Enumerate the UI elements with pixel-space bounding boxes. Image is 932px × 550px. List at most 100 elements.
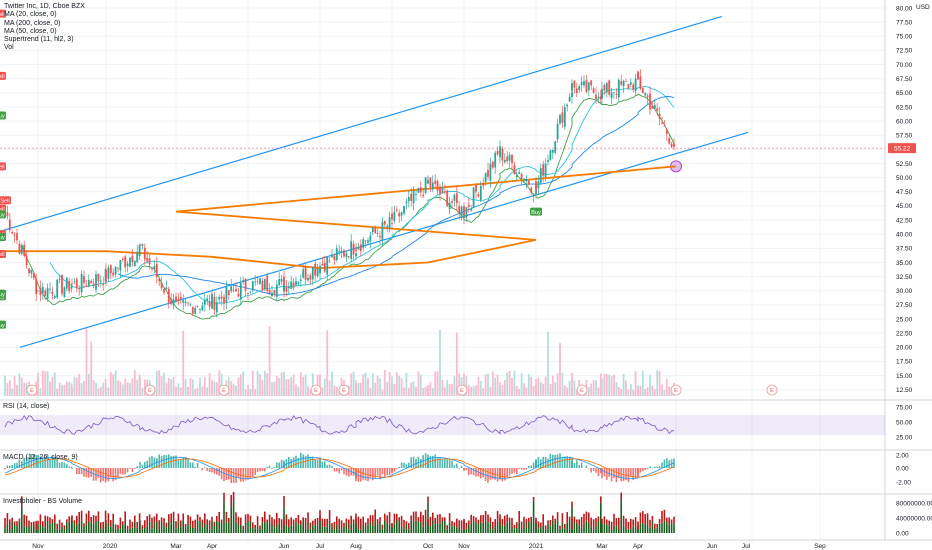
bs-sell-bar [585,511,588,521]
candle-body [463,217,465,218]
bs-buy-bar [114,528,117,533]
price-tick-label: 32.50 [896,274,913,281]
candles [4,69,675,318]
date-tick-label: Oct [423,543,433,550]
volume-bar [520,373,523,396]
bs-sell-bar [104,510,107,521]
date-tick-label: Mar [170,543,182,550]
macd-histogram-bar [300,452,302,468]
bs-buy-bar [637,529,639,533]
volume-bar [227,377,230,396]
candle-body [39,288,42,296]
macd-histogram-bar [516,468,518,475]
bs-sell-bar [588,512,590,523]
bs-buy-bar [30,526,33,533]
earnings-marker: E [576,384,588,396]
legend-title[interactable]: Twitter Inc, 1D, Cboe BZX [4,3,85,10]
earnings-circle [766,384,778,396]
bs-sell-bar [110,520,112,527]
macd-histogram-bar [601,468,603,479]
price-tick-label: 30.00 [896,288,913,295]
bs-buy-bar [544,529,547,533]
bs-buy-bar [554,523,556,533]
bs-buy-bar [348,529,350,533]
macd-histogram-bar [80,468,83,475]
rsi-title[interactable]: RSI (14, close) [3,403,50,410]
bs-buy-bar [100,528,102,533]
bs-buy-bar [475,522,477,533]
bs-buy-bar [42,527,44,533]
bs-buy-bar [4,528,6,533]
bs-buy-bar [237,524,240,533]
legend-ma50[interactable]: MA (50, close, 0) [4,27,57,35]
bs-volume-title[interactable]: Investoholer - BS Volume [3,498,82,505]
bs-buy-bar [35,529,37,533]
candle-body [573,80,576,88]
bs-sell-bar [153,516,156,524]
macd-histogram-bar [42,458,44,468]
bs-buy-bar [451,526,453,533]
bs-buy-bar [319,520,321,533]
legend-vol[interactable]: Vol [4,44,14,52]
volume-bar [622,373,625,396]
bs-buy-bar [187,523,189,533]
bs-buy-bar [340,528,343,533]
volume-bar [23,382,26,396]
volume-bar [335,386,338,396]
macd-histogram-bar [549,453,552,468]
macd-histogram-bar [420,458,422,468]
volume-bar [625,380,627,396]
volume-bar [617,387,620,396]
buy-signal: Buy [0,233,6,241]
macd-histogram-bar [564,456,566,468]
candle-body [102,283,105,285]
legend-supertrend[interactable]: Supertrend (11, hl2, 3) [4,36,74,44]
candle-body [590,80,593,86]
macd-title[interactable]: MACD (12, 26, close, 9) [3,454,78,461]
bs-sell-bar [372,515,374,526]
macd-histogram-bar [642,468,644,472]
volume-bar [458,373,461,396]
bs-buy-bar [13,524,16,533]
bs-volume-pane [4,492,675,533]
bs-sell-bar [44,515,46,528]
macd-histogram-bar [658,466,661,468]
macd-histogram-bar [218,468,220,476]
volume-bar [247,384,249,396]
bs-buy-bar [606,524,608,533]
candle-body [429,177,432,188]
volume-bar [18,373,21,396]
bs-sell-bar [242,525,244,530]
bs-sell-bar [400,515,403,527]
legend-ma200[interactable]: MA (200, close, 0) [4,19,61,27]
bs-buy-bar [201,527,204,533]
candle-body [424,177,427,194]
candle-body [177,298,180,300]
macd-histogram-bar [206,468,208,471]
bs-sell-bar [326,518,328,527]
macd-histogram-bar [182,457,184,468]
volume-bar [575,389,578,396]
bs-buy-bar [369,521,372,533]
volume-bar [439,329,441,396]
bs-sell-bar [124,511,126,524]
bs-buy-bar [44,527,46,533]
price-tick-label: 57.50 [896,133,913,140]
macd-histogram-bar [312,456,314,468]
macd-histogram-bar [552,454,554,468]
macd-histogram-bar [314,459,316,468]
bs-buy-bar [268,522,271,533]
moving-averages [5,86,677,304]
volume-bar [554,382,557,396]
bs-sell-bar [136,522,138,528]
bs-buy-bar [578,525,580,533]
macd-histogram-bar [146,460,148,468]
signal-text: Sell [0,165,5,171]
legend-ma20[interactable]: MA (20, close, 0) [4,11,57,19]
candle-body [388,217,391,229]
candle-body [568,96,571,102]
candle-body [563,106,566,127]
bs-sell-bar [340,520,343,529]
candle-body [244,278,247,291]
